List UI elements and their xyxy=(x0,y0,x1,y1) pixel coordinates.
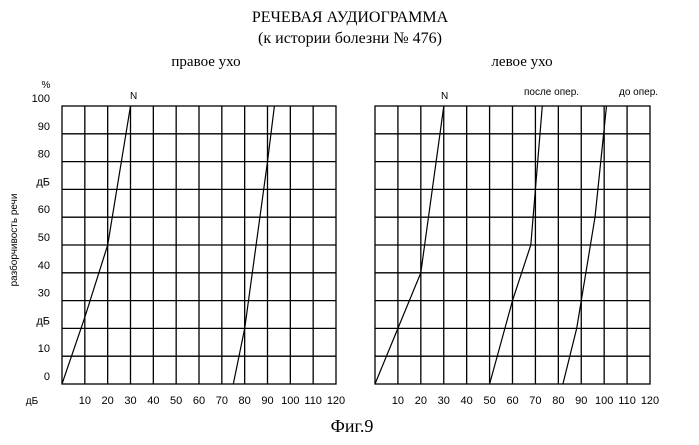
left-ear-curve-label: после опер. xyxy=(524,87,579,98)
left-ear-x-tick-label: 90 xyxy=(575,395,587,407)
y-axis-label: разборчивость речи xyxy=(8,194,20,287)
right-ear-curve-1 xyxy=(61,105,132,385)
y-tick-label: 30 xyxy=(38,288,50,300)
y-tick-label: 50 xyxy=(38,232,50,244)
y-tick-label: 60 xyxy=(38,204,50,216)
y-tick-label: 40 xyxy=(38,260,50,272)
y-tick-label: дБ xyxy=(36,315,50,327)
y-tick-label: 10 xyxy=(38,343,50,355)
left-ear-x-tick-label: 10 xyxy=(392,395,404,407)
right-ear-x-tick-label: 60 xyxy=(193,395,205,407)
left-ear-x-tick-label: 40 xyxy=(461,395,473,407)
left-ear-x-tick-label: 20 xyxy=(415,395,427,407)
right-ear-x-tick-label: 80 xyxy=(239,395,251,407)
left-ear-x-tick-label: 110 xyxy=(618,395,636,407)
right-ear-x-tick-label: 110 xyxy=(304,395,322,407)
left-ear-title: левое ухо xyxy=(491,54,552,70)
y-tick-label: дБ xyxy=(36,176,50,188)
left-ear-x-tick-label: 120 xyxy=(641,395,659,407)
x-unit-label: дБ xyxy=(26,396,39,407)
right-ear-x-tick-label: 120 xyxy=(327,395,345,407)
figure-caption: Фиг.9 xyxy=(331,416,374,436)
right-ear-x-tick-label: 50 xyxy=(170,395,182,407)
right-ear-x-tick-label: 90 xyxy=(261,395,273,407)
right-ear-x-tick-label: 20 xyxy=(102,395,114,407)
left-ear-x-tick-label: 100 xyxy=(595,395,613,407)
right-ear-panel: N 10 20 30 40 50 60 70 80 90 100 110 120 xyxy=(61,91,345,407)
y-tick-label: 90 xyxy=(38,121,50,133)
y-tick-label: 100 xyxy=(32,93,50,105)
left-ear-curve-1 xyxy=(374,105,445,385)
left-ear-curve-label: до опер. xyxy=(619,87,658,98)
right-ear-x-tick-label: 10 xyxy=(79,395,91,407)
right-ear-curve-2 xyxy=(232,105,275,385)
left-ear-x-tick-label: 80 xyxy=(552,395,564,407)
left-ear-curve-3 xyxy=(562,105,608,385)
y-unit-label: % xyxy=(42,80,51,91)
figure-title: РЕЧЕВАЯ АУДИОГРАММА xyxy=(252,9,449,26)
right-ear-x-tick-label: 70 xyxy=(216,395,228,407)
left-ear-curve-2 xyxy=(489,105,543,385)
left-ear-x-tick-label: 60 xyxy=(506,395,518,407)
right-ear-x-tick-label: 30 xyxy=(124,395,136,407)
y-tick-label: 80 xyxy=(38,149,50,161)
right-ear-title: правое ухо xyxy=(171,54,240,70)
right-ear-curve-label: N xyxy=(130,91,137,102)
left-ear-x-tick-label: 70 xyxy=(529,395,541,407)
figure-subtitle: (к истории болезни № 476) xyxy=(258,30,442,47)
right-ear-x-tick-label: 40 xyxy=(147,395,159,407)
y-tick-label: 0 xyxy=(44,371,50,383)
right-ear-x-tick-label: 100 xyxy=(281,395,299,407)
left-ear-curve-label: N xyxy=(441,91,448,102)
left-ear-x-tick-label: 30 xyxy=(438,395,450,407)
left-ear-x-tick-label: 50 xyxy=(483,395,495,407)
